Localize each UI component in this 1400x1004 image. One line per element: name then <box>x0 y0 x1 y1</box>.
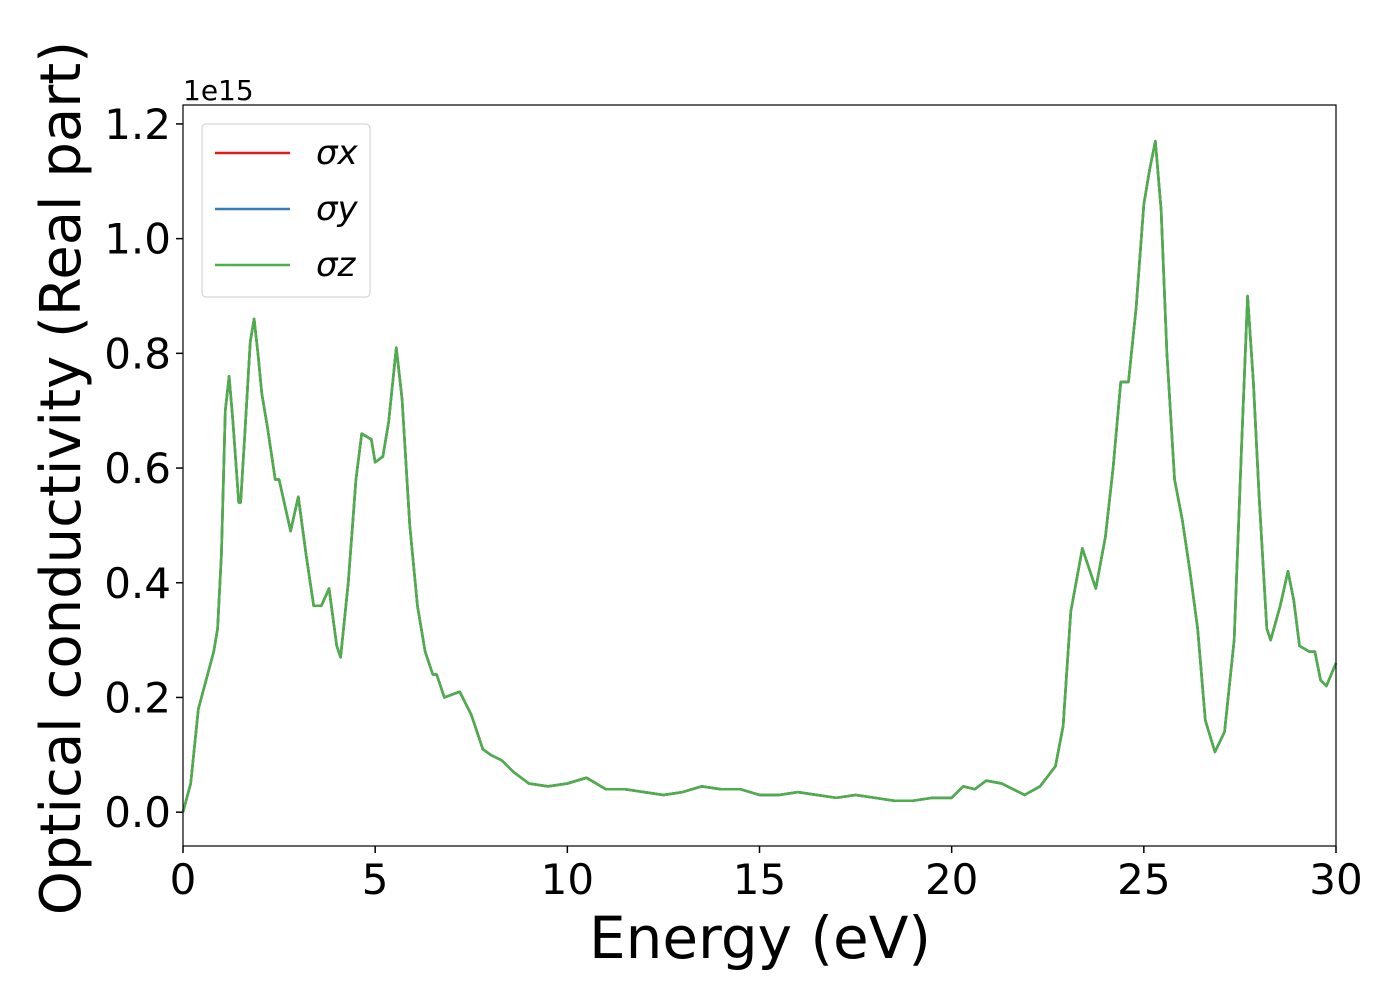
y-tick-label: 0.2 <box>104 673 171 722</box>
x-axis-label: Energy (eV) <box>589 904 931 972</box>
x-tick-label: 15 <box>733 855 786 904</box>
y-tick-label: 0.8 <box>104 329 171 378</box>
y-axis-label: Optical conductivity (Real part) <box>29 41 94 915</box>
y-offset-label: 1e15 <box>183 74 254 107</box>
x-tick-label: 0 <box>170 855 197 904</box>
y-tick-label: 0.4 <box>104 559 171 608</box>
legend-label: σy <box>316 189 359 229</box>
x-tick-label: 5 <box>362 855 389 904</box>
legend-label: σz <box>316 245 357 285</box>
x-tick-label: 10 <box>541 855 594 904</box>
plot-frame <box>182 104 1337 847</box>
legend-label: σx <box>316 133 359 173</box>
x-tick-label: 25 <box>1117 855 1170 904</box>
x-tick-label: 30 <box>1309 855 1362 904</box>
series-line <box>181 139 1338 813</box>
y-tick-label: 1.2 <box>104 100 171 149</box>
y-tick-label: 0.0 <box>104 788 171 837</box>
y-tick-label: 1.0 <box>104 215 171 264</box>
x-tick-label: 20 <box>925 855 978 904</box>
legend-box <box>201 123 371 298</box>
y-tick-label: 0.6 <box>104 444 171 493</box>
